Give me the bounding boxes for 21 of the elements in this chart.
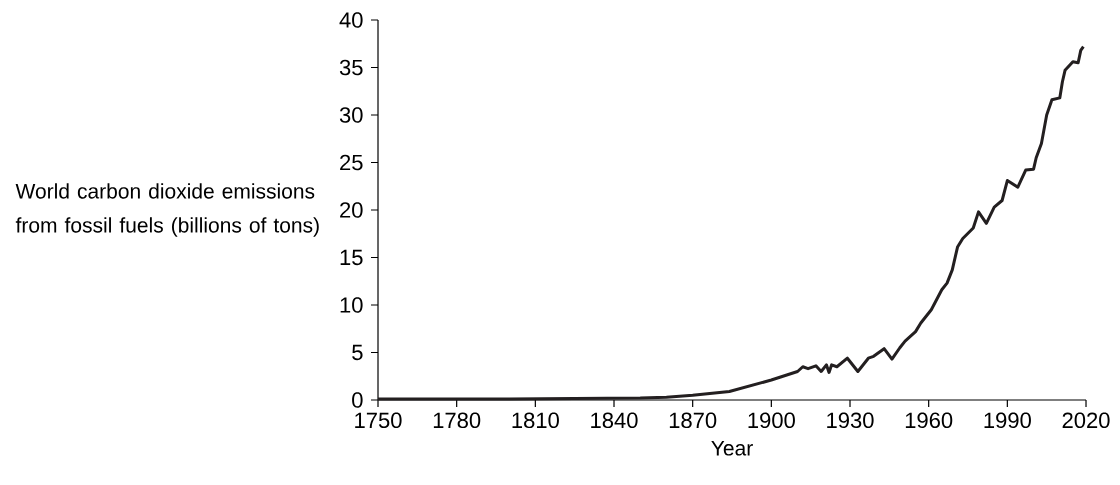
x-tick-label: 1870: [669, 412, 717, 429]
y-tick-label: 15: [340, 249, 363, 266]
y-axis-title: World carbon dioxide emissions from fossil fuels (billions of tons): [15, 183, 319, 237]
x-axis-title: Year: [711, 440, 753, 456]
x-tick-label: 1810: [512, 412, 559, 429]
y-tick-label: 20: [340, 202, 363, 218]
y-tick-label: 35: [339, 59, 363, 76]
y-tick-label: 10: [340, 297, 363, 313]
x-tick-label: 2020: [1062, 412, 1110, 429]
y-tick-label: 30: [339, 107, 363, 123]
x-tick-label: 1930: [827, 412, 874, 429]
y-tick-label: 5: [352, 344, 363, 361]
x-tick-label: 1990: [984, 412, 1031, 429]
x-tick-label: 1900: [748, 412, 795, 429]
x-tick-label: 1780: [433, 412, 481, 429]
x-tick-label: 1960: [905, 412, 953, 429]
y-tick-label: 40: [339, 12, 363, 28]
y-tick-label: 0: [352, 392, 363, 408]
x-tick-label: 1750: [355, 412, 402, 429]
x-tick-label: 1840: [591, 412, 638, 429]
y-tick-label: 25: [340, 154, 363, 171]
